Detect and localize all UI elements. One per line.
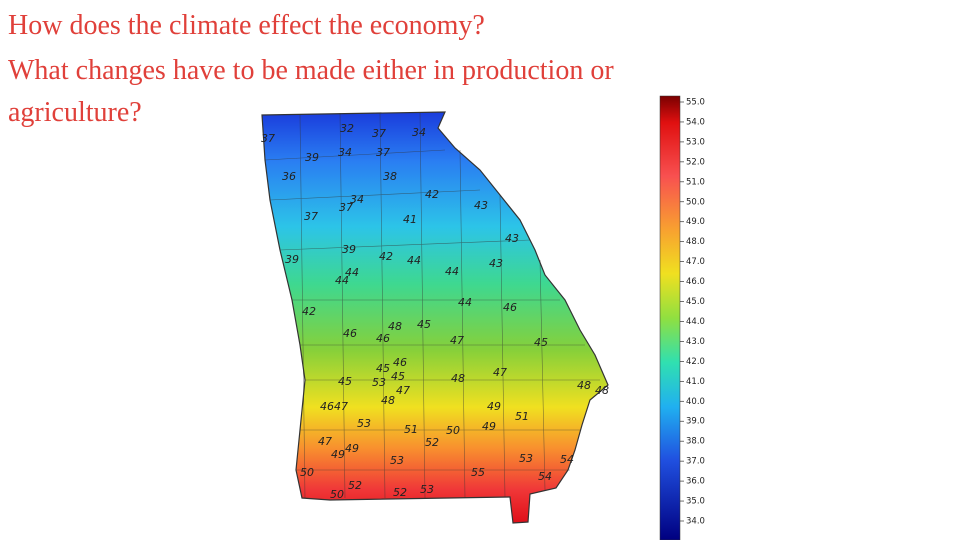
station-value: 44 (345, 266, 359, 279)
station-value: 42 (302, 305, 316, 318)
station-value: 36 (282, 170, 296, 183)
station-value: 45 (417, 318, 431, 331)
title-line: agriculture? (8, 97, 142, 128)
station-value: 48 (381, 394, 395, 407)
station-value: 44 (445, 265, 459, 278)
station-value: 49 (482, 420, 496, 433)
station-value: 50 (300, 466, 314, 479)
station-value: 47 (318, 435, 332, 448)
station-value: 43 (474, 199, 488, 212)
station-value: 49 (487, 400, 501, 413)
station-value: 43 (489, 257, 503, 270)
station-value: 54 (560, 453, 574, 466)
colorbar-tick-label: 34.0 (686, 517, 705, 527)
colorbar-tick-label: 40.0 (686, 397, 705, 407)
colorbar-tick-label: 36.0 (686, 477, 705, 487)
station-value: 34 (350, 193, 364, 206)
station-value: 42 (425, 188, 439, 201)
station-value: 50 (330, 488, 344, 501)
station-value: 46 (343, 327, 357, 340)
station-value: 51 (404, 423, 418, 436)
colorbar-tick-label: 46.0 (686, 277, 705, 287)
station-value: 52 (393, 486, 407, 499)
station-value: 46 (320, 400, 334, 413)
colorbar-tick-label: 43.0 (686, 337, 705, 347)
station-value: 44 (458, 296, 472, 309)
station-value: 49 (345, 442, 359, 455)
station-value: 41 (403, 213, 417, 226)
colorbar-tick-label: 39.0 (686, 417, 705, 427)
colorbar-tick-label: 51.0 (686, 177, 705, 187)
station-value: 47 (396, 384, 410, 397)
station-value: 53 (372, 376, 386, 389)
title-line: What changes have to be made either in p… (8, 55, 614, 86)
colorbar-tick-label: 45.0 (686, 297, 705, 307)
station-value: 48 (577, 379, 591, 392)
station-value: 46 (376, 332, 390, 345)
station-value: 39 (305, 151, 319, 164)
station-value: 48 (451, 372, 465, 385)
station-value: 38 (383, 170, 397, 183)
colorbar-tick-label: 55.0 (686, 98, 705, 108)
station-value: 32 (340, 122, 354, 135)
station-value: 55 (471, 466, 485, 479)
station-value: 39 (342, 243, 356, 256)
title-line: How does the climate effect the economy? (8, 10, 485, 41)
station-value: 53 (519, 452, 533, 465)
colorbar-tick-label: 49.0 (686, 217, 705, 227)
station-value: 52 (348, 479, 362, 492)
station-value: 43 (505, 232, 519, 245)
station-value: 45 (391, 370, 405, 383)
colorbar-tick-label: 54.0 (686, 117, 705, 127)
station-value: 45 (534, 336, 548, 349)
station-value: 37 (372, 127, 386, 140)
county-lines (264, 111, 600, 499)
station-value: 34 (412, 126, 426, 139)
station-value: 47 (450, 334, 464, 347)
colorbar-tick-label: 41.0 (686, 377, 705, 387)
colorbar (659, 95, 681, 540)
station-value: 53 (357, 417, 371, 430)
station-value: 47 (334, 400, 348, 413)
colorbar-tick-label: 48.0 (686, 237, 705, 247)
colorbar-tick-label: 52.0 (686, 157, 705, 167)
station-value: 48 (388, 320, 402, 333)
station-value: 49 (331, 448, 345, 461)
colorbar-tick-label: 42.0 (686, 357, 705, 367)
station-value: 46 (393, 356, 407, 369)
colorbar-tick-label: 38.0 (686, 437, 705, 447)
station-value: 53 (420, 483, 434, 496)
station-value: 44 (335, 274, 349, 287)
colorbar-tick-label: 50.0 (686, 197, 705, 207)
station-value: 53 (390, 454, 404, 467)
station-value: 50 (446, 424, 460, 437)
station-value: 44 (407, 254, 421, 267)
station-value: 46 (503, 301, 517, 314)
station-value: 45 (338, 375, 352, 388)
station-value: 39 (285, 253, 299, 266)
colorbar-tick-label: 53.0 (686, 137, 705, 147)
station-value: 47 (493, 366, 507, 379)
station-value: 52 (425, 436, 439, 449)
station-value: 51 (515, 410, 529, 423)
station-value: 37 (339, 201, 353, 214)
station-value: 42 (379, 250, 393, 263)
colorbar-tick-label: 37.0 (686, 457, 705, 467)
station-value: 34 (338, 146, 352, 159)
colorbar-tick-label: 47.0 (686, 257, 705, 267)
station-value: 37 (376, 146, 390, 159)
colorbar-tick-label: 44.0 (686, 317, 705, 327)
station-value: 54 (538, 470, 552, 483)
station-value: 48 (595, 384, 609, 397)
colorbar-tick-label: 35.0 (686, 497, 705, 507)
station-value: 37 (304, 210, 318, 223)
station-value: 37 (261, 132, 275, 145)
station-value: 45 (376, 362, 390, 375)
